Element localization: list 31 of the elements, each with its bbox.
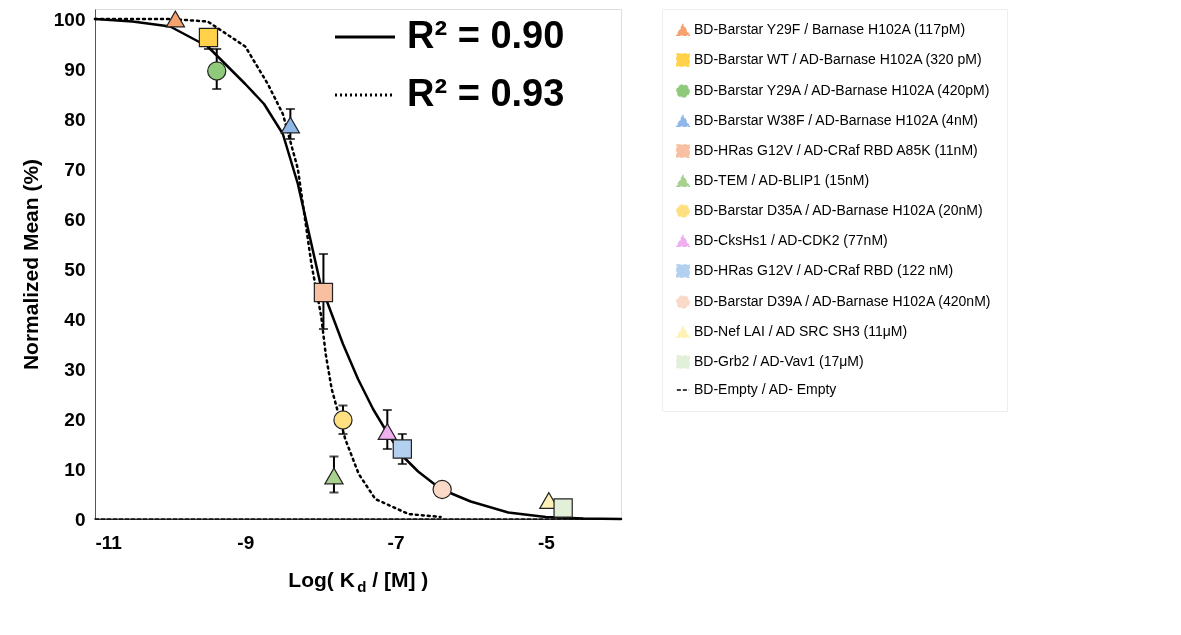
y-axis-title: Normalized Mean (%) xyxy=(18,158,42,371)
legend-label: R² = 0.90 xyxy=(407,14,565,56)
x-tick-label: -5 xyxy=(537,531,556,553)
legend-label: BD-Barstar W38F / AD-Barnase H102A (4nM) xyxy=(694,112,978,128)
legend-label: BD-Barstar D39A / AD-Barnase H102A (420nM) xyxy=(694,293,991,309)
legend-label: BD-Barstar WT / AD-Barnase H102A (320 pM) xyxy=(694,51,982,67)
legend-label: BD-Empty / AD- Empty xyxy=(694,381,837,397)
y-tick-label: 10 xyxy=(64,458,86,480)
y-tick-label: 40 xyxy=(64,308,86,330)
y-tick-label: 80 xyxy=(64,108,86,130)
legend-label: BD-HRas G12V / AD-CRaf RBD (122 nM) xyxy=(694,262,954,278)
y-tick-label: 20 xyxy=(64,408,86,430)
legend-label: BD-CksHs1 / AD-CDK2 (77nM) xyxy=(694,232,888,248)
legend-label: R² = 0.93 xyxy=(407,72,565,114)
y-tick-label: 0 xyxy=(74,508,86,530)
y-tick-label: 70 xyxy=(64,158,86,180)
y-tick-label: 90 xyxy=(64,58,86,80)
legend-label: BD-Grb2 / AD-Vav1 (17μM) xyxy=(694,353,864,369)
x-tick-label: -11 xyxy=(95,531,123,553)
y-tick-label: 100 xyxy=(53,8,86,30)
y-tick-label: 30 xyxy=(64,358,86,380)
y-tick-label: 60 xyxy=(64,208,86,230)
legend-label: BD-HRas G12V / AD-CRaf RBD A85K (11nM) xyxy=(694,142,978,158)
x-tick-label: -9 xyxy=(237,531,255,553)
legend-label: BD-Barstar Y29F / Barnase H102A (117pM) xyxy=(694,21,966,37)
legend-label: BD-TEM / AD-BLIP1 (15nM) xyxy=(694,172,870,188)
legend-label: BD-Barstar D35A / AD-Barnase H102A (20nM) xyxy=(694,202,983,218)
y-tick-label: 50 xyxy=(64,258,86,280)
x-tick-label: -7 xyxy=(387,531,405,553)
legend-label: BD-Barstar Y29A / AD-Barnase H102A (420pM) xyxy=(694,82,990,98)
legend-label: BD-Nef LAI / AD SRC SH3 (11μM) xyxy=(694,323,908,339)
